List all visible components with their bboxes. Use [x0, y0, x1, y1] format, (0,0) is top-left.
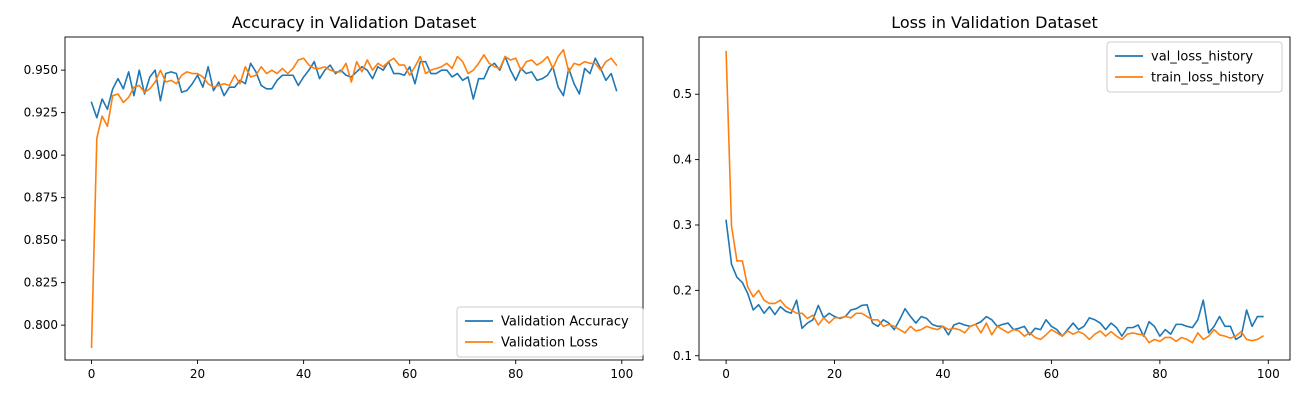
y-tick-label: 0.925 — [24, 106, 58, 120]
series-line-2 — [725, 50, 1264, 344]
y-tick-label: 0.5 — [673, 87, 692, 101]
series-line-1 — [725, 219, 1264, 341]
legend: Validation Accuracy Validation Loss — [456, 306, 644, 358]
x-tick-label: 60 — [402, 367, 417, 381]
y-tick-label: 0.4 — [673, 153, 692, 167]
x-tick-label: 20 — [827, 367, 842, 381]
series-group — [90, 48, 618, 349]
x-tick-label: 40 — [296, 367, 311, 381]
y-tick-label: 0.825 — [24, 276, 58, 290]
series-line-1 — [90, 55, 618, 119]
y-tick-label: 0.875 — [24, 191, 58, 205]
y-tick-label: 0.2 — [673, 283, 692, 297]
x-tick-label: 0 — [722, 367, 730, 381]
x-tick-label: 100 — [610, 367, 633, 381]
chart-title: Loss in Validation Dataset — [891, 13, 1098, 32]
legend-label: val_loss_history — [1151, 50, 1253, 65]
y-tick-label: 0.850 — [24, 233, 58, 247]
chart-title: Accuracy in Validation Dataset — [232, 13, 477, 32]
series-line-2 — [90, 48, 618, 349]
x-tick-label: 80 — [508, 367, 523, 381]
series-group — [725, 50, 1264, 344]
y-tick-label: 0.900 — [24, 148, 58, 162]
x-tick-label: 40 — [935, 367, 950, 381]
chart-panel-2: 0 20 40 60 80 100 0.1 0.2 0.3 0.4 0.5 Loss in Valid… — [673, 13, 1291, 381]
axes-frame — [698, 36, 1291, 361]
x-tick-label: 80 — [1152, 367, 1167, 381]
y-tick-label: 0.1 — [673, 349, 692, 363]
x-tick-label: 0 — [88, 367, 96, 381]
x-tick-label: 100 — [1257, 367, 1280, 381]
axes-frame — [64, 36, 644, 361]
legend-label: Validation Loss — [501, 336, 598, 351]
x-tick-label: 60 — [1044, 367, 1059, 381]
legend-label: Validation Accuracy — [501, 315, 629, 330]
x-tick-label: 20 — [190, 367, 205, 381]
y-tick-label: 0.3 — [673, 218, 692, 232]
chart-panel-1: 0 20 40 60 80 100 0.800 0.825 0.850 0.875 0.900 0.9… — [24, 13, 644, 381]
legend-label: train_loss_history — [1151, 71, 1264, 86]
legend-box — [456, 306, 644, 358]
y-tick-label: 0.800 — [24, 318, 58, 332]
y-tick-label: 0.950 — [24, 63, 58, 77]
legend: val_loss_history train_loss_history — [1106, 41, 1283, 93]
legend-box — [1106, 41, 1283, 93]
